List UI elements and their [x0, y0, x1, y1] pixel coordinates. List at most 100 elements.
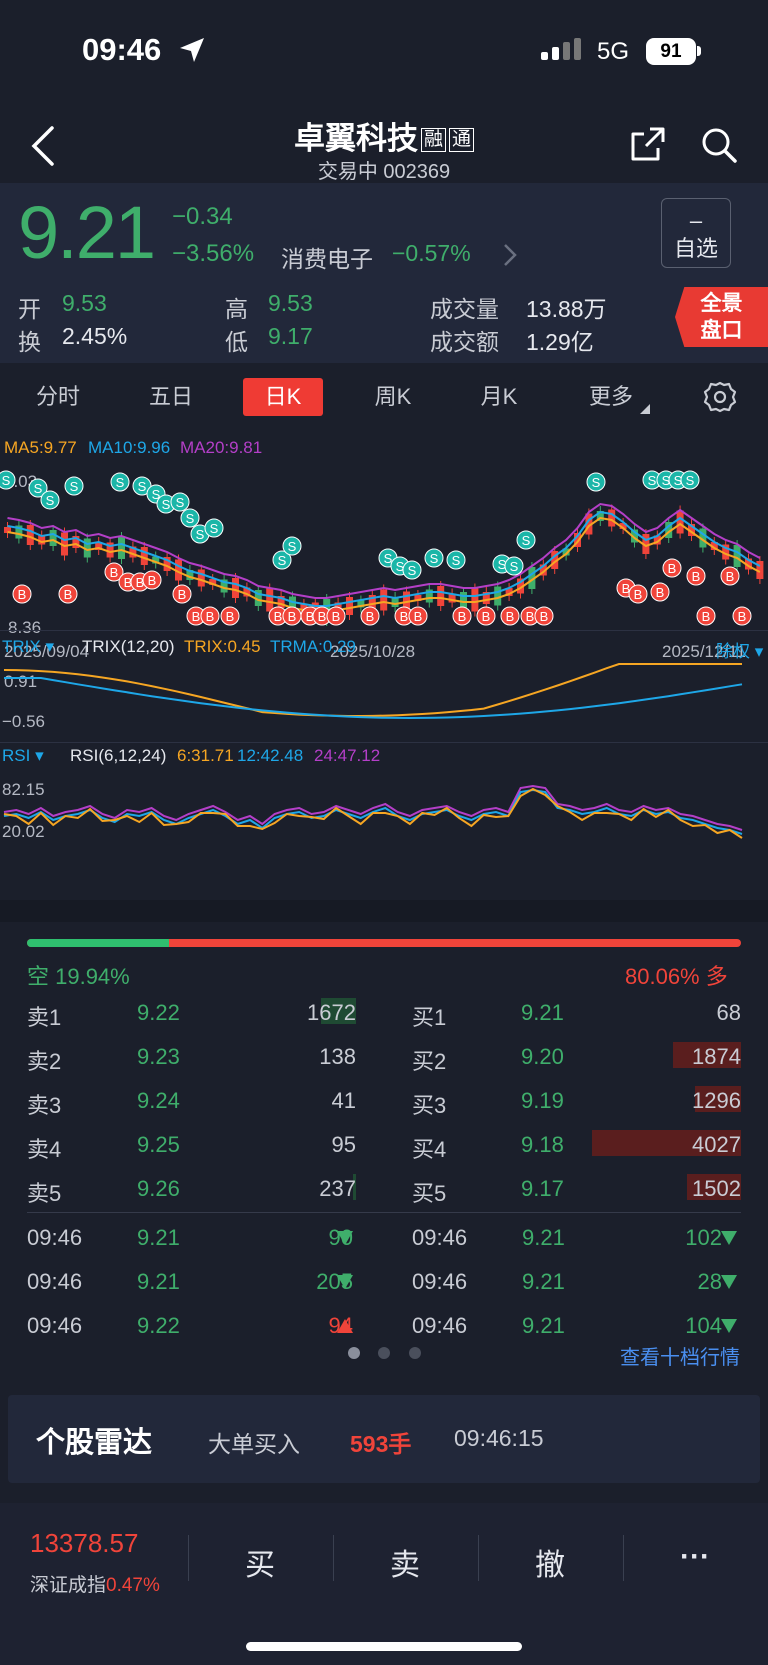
- rsi-selector[interactable]: RSI ▾: [2, 746, 44, 765]
- trix-selector[interactable]: TRIX ▾: [2, 637, 54, 656]
- sell-signal-marker[interactable]: [204, 518, 224, 538]
- sell-signal-marker[interactable]: [40, 490, 60, 510]
- stock-radar[interactable]: 个股雷达 大单买入 593手 09:46:15: [8, 1395, 760, 1483]
- radar-title: 个股雷达: [36, 1427, 153, 1459]
- short-ratio-label: 空 19.94%: [27, 964, 130, 989]
- ask-price[interactable]: 9.22: [137, 1000, 180, 1025]
- sell-signal-marker[interactable]: [446, 550, 466, 570]
- buy-signal-marker[interactable]: [408, 606, 428, 626]
- sell-signal-marker[interactable]: [0, 470, 16, 490]
- signal-marker-label: S: [70, 479, 79, 494]
- sell-signal-marker[interactable]: [170, 492, 190, 512]
- buy-signal-marker[interactable]: [220, 606, 240, 626]
- bid-volume: 1502: [692, 1176, 741, 1201]
- view-ten-levels-link[interactable]: 查看十档行情: [620, 1347, 740, 1369]
- buy-signal-marker[interactable]: [628, 584, 648, 604]
- last-price: 9.21: [18, 191, 156, 274]
- sell-signal-marker[interactable]: [680, 470, 700, 490]
- buy-signal-marker[interactable]: [12, 584, 32, 604]
- signal-marker-label: S: [592, 475, 601, 490]
- tab-more[interactable]: 更多: [588, 384, 633, 409]
- buy-signal-marker[interactable]: [732, 606, 752, 626]
- panorama-button[interactable]: 全景 盘口: [675, 287, 768, 347]
- sell-signal-marker[interactable]: [402, 560, 422, 580]
- tab-five-day[interactable]: 五日: [148, 384, 193, 409]
- watch-label: 自选: [673, 236, 718, 261]
- page-dot-active[interactable]: [348, 1347, 360, 1359]
- index-value[interactable]: 13378.57: [30, 1528, 139, 1558]
- kline-chart[interactable]: MA5:9.77 MA10:9.96 MA20:9.81 9.03 8.36 2…: [0, 430, 768, 900]
- buy-signal-marker[interactable]: [326, 606, 346, 626]
- sell-signal-marker[interactable]: [504, 556, 524, 576]
- bid-price[interactable]: 9.18: [521, 1132, 564, 1157]
- buy-signal-marker[interactable]: [142, 570, 162, 590]
- bid-price[interactable]: 9.19: [521, 1088, 564, 1113]
- buy-signal-marker[interactable]: [58, 584, 78, 604]
- buy-signal-marker[interactable]: [172, 584, 192, 604]
- signal-marker-label: B: [136, 575, 145, 590]
- chevron-right-icon[interactable]: [502, 242, 518, 268]
- ask-price[interactable]: 9.23: [137, 1044, 180, 1069]
- buy-button[interactable]: 买: [245, 1549, 275, 1582]
- trade-volume: 94: [328, 1313, 353, 1338]
- buy-signal-marker[interactable]: [534, 606, 554, 626]
- gear-icon[interactable]: [703, 380, 737, 414]
- bid-level-label: 买1: [412, 1005, 447, 1030]
- low-price-label: 8.36: [8, 618, 42, 637]
- signal-marker-label: S: [288, 539, 297, 554]
- buy-signal-marker[interactable]: [662, 558, 682, 578]
- tab-monthly-k[interactable]: 月K: [480, 384, 518, 409]
- signal-marker-label: S: [162, 497, 171, 512]
- tab-daily-k[interactable]: 日K: [243, 378, 323, 416]
- ask-price[interactable]: 9.26: [137, 1176, 180, 1201]
- buy-signal-marker[interactable]: [686, 566, 706, 586]
- sell-button[interactable]: 卖: [390, 1549, 420, 1582]
- buy-signal-marker[interactable]: [452, 606, 472, 626]
- sell-signal-marker[interactable]: [64, 476, 84, 496]
- sector-name[interactable]: 消费电子: [281, 246, 373, 272]
- ask-price[interactable]: 9.24: [137, 1088, 180, 1113]
- trix-min-label: −0.56: [2, 712, 46, 731]
- tab-intraday[interactable]: 分时: [35, 384, 80, 409]
- signal-marker-label: S: [522, 533, 531, 548]
- bid-price[interactable]: 9.17: [521, 1176, 564, 1201]
- index-info[interactable]: 深证成指0.47%: [30, 1570, 160, 1597]
- buy-signal-marker[interactable]: [200, 606, 220, 626]
- buy-signal-marker[interactable]: [696, 606, 716, 626]
- buy-signal-marker[interactable]: [476, 606, 496, 626]
- sell-signal-marker[interactable]: [424, 548, 444, 568]
- page-dot[interactable]: [378, 1347, 390, 1359]
- buy-signal-marker[interactable]: [500, 606, 520, 626]
- sell-signal-marker[interactable]: [282, 536, 302, 556]
- cancel-order-button[interactable]: 撤: [535, 1549, 565, 1582]
- bid-price[interactable]: 9.21: [521, 1000, 564, 1025]
- sell-signal-marker[interactable]: [586, 472, 606, 492]
- volume-value: 13.88万: [526, 296, 607, 322]
- bid-price[interactable]: 9.20: [521, 1044, 564, 1069]
- back-chevron-icon[interactable]: [28, 124, 58, 168]
- date-start: 2025/09/04: [4, 642, 90, 661]
- page-dot[interactable]: [409, 1347, 421, 1359]
- buy-signal-marker[interactable]: [360, 606, 380, 626]
- sector-change-pct[interactable]: −0.57%: [392, 240, 471, 266]
- bid-level-label: 买2: [412, 1049, 447, 1074]
- share-icon[interactable]: [630, 126, 666, 162]
- tab-weekly-k[interactable]: 周K: [374, 384, 412, 409]
- ex-rights-selector[interactable]: 除权 ▾: [716, 642, 764, 661]
- ask-price[interactable]: 9.25: [137, 1132, 180, 1157]
- more-button[interactable]: ···: [680, 1540, 710, 1573]
- order-book: 空 19.94% 80.06% 多 卖1 9.22 1672 买1 9.21 68 卖2 9.…: [0, 925, 768, 1369]
- sell-signal-marker[interactable]: [180, 508, 200, 528]
- buy-signal-marker[interactable]: [104, 562, 124, 582]
- buy-signal-marker[interactable]: [720, 566, 740, 586]
- sell-signal-marker[interactable]: [516, 530, 536, 550]
- add-watchlist-button[interactable]: – 自选: [661, 198, 731, 268]
- sell-signal-marker[interactable]: [272, 550, 292, 570]
- sell-signal-marker[interactable]: [110, 472, 130, 492]
- trade-time: 09:46: [27, 1269, 83, 1294]
- sell-signal-marker[interactable]: [28, 478, 48, 498]
- search-icon[interactable]: [700, 126, 738, 164]
- cellular-signal-icon: [541, 38, 581, 60]
- buy-signal-marker[interactable]: [650, 582, 670, 602]
- signal-marker-label: S: [278, 553, 287, 568]
